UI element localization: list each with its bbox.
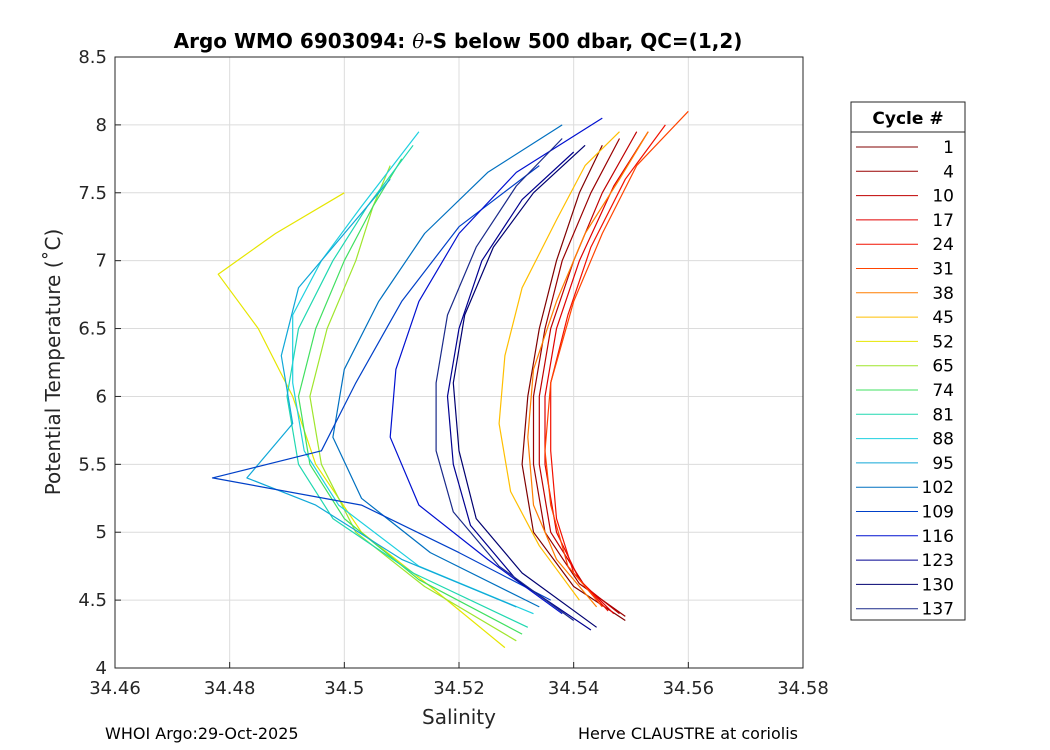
series-line-cycle-95: [246, 178, 517, 608]
y-tick-label: 7.5: [78, 183, 107, 204]
y-tick-label: 5.5: [78, 454, 107, 475]
legend: Cycle # 1 4 10 17 24 31 38 45 52 65 74 81 88 95 102 109…: [850, 101, 966, 621]
x-tick-label: 34.5: [324, 678, 364, 699]
legend-label-cycle-17: 17: [932, 211, 954, 231]
y-axis-label: Potential Temperature (˚C): [41, 229, 65, 496]
legend-items: 1 4 10 17 24 31 38 45 52 65 74 81 88 95 102 109 116 123 13…: [856, 138, 954, 620]
legend-label-cycle-130: 130: [922, 575, 954, 595]
series-layer: [211, 110, 689, 649]
legend-label-cycle-38: 38: [932, 284, 954, 304]
legend-label-cycle-123: 123: [922, 551, 954, 571]
legend-label-cycle-95: 95: [932, 454, 954, 474]
y-tick-label: 5: [96, 522, 107, 543]
legend-label-cycle-1: 1: [943, 138, 954, 158]
x-tick-label: 34.54: [548, 678, 600, 699]
legend-label-cycle-88: 88: [932, 430, 954, 450]
footer-credit-left: WHOI Argo:29-Oct-2025: [105, 724, 299, 743]
series-line-cycle-102: [332, 124, 563, 608]
chart-title: Argo WMO 6903094: θ-S below 500 dbar, QC…: [174, 29, 743, 53]
x-tick-label: 34.46: [89, 678, 141, 699]
legend-title: Cycle #: [872, 109, 943, 129]
legend-box: [850, 101, 966, 621]
x-axis-label: Salinity: [422, 705, 496, 729]
legend-label-cycle-65: 65: [932, 357, 954, 377]
series-line-cycle-109: [211, 165, 551, 601]
axis-ticks: 34.46 34.48 34.5 34.52 34.54 34.56 34.58 4 4.5 5 5…: [78, 47, 828, 699]
legend-label-cycle-4: 4: [943, 162, 954, 182]
footer-credit-right: Herve CLAUSTRE at coriolis: [578, 724, 798, 743]
series-line-cycle-31: [544, 110, 689, 608]
series-line-cycle-116: [389, 117, 603, 615]
legend-label-cycle-102: 102: [922, 478, 954, 498]
series-line-cycle-45: [498, 131, 620, 601]
legend-label-cycle-24: 24: [932, 235, 954, 255]
x-tick-label: 34.48: [204, 678, 256, 699]
series-line-cycle-81: [286, 144, 529, 628]
series-line-cycle-17: [544, 131, 649, 615]
y-tick-label: 4: [96, 658, 107, 679]
y-tick-label: 6.5: [78, 319, 107, 340]
y-tick-label: 7: [96, 251, 107, 272]
title-prefix: Argo WMO 6903094:: [174, 29, 413, 53]
legend-label-cycle-31: 31: [932, 260, 954, 280]
x-tick-label: 34.56: [663, 678, 715, 699]
series-line-cycle-38: [527, 131, 649, 608]
series-line-cycle-74: [297, 158, 523, 635]
series-line-cycle-130: [452, 144, 597, 628]
x-tick-label: 34.52: [433, 678, 485, 699]
x-tick-label: 34.58: [777, 678, 829, 699]
y-tick-label: 8.5: [78, 47, 107, 68]
series-line-cycle-123: [446, 151, 592, 631]
legend-label-cycle-45: 45: [932, 308, 954, 328]
legend-label-cycle-52: 52: [932, 332, 954, 352]
title-suffix: -S below 500 dbar, QC=(1,2): [424, 29, 742, 53]
series-line-cycle-137: [435, 138, 575, 621]
series-line-cycle-65: [309, 165, 517, 642]
legend-label-cycle-10: 10: [932, 187, 954, 207]
series-line-cycle-1: [521, 145, 626, 622]
legend-label-cycle-116: 116: [922, 527, 954, 547]
legend-label-cycle-109: 109: [922, 503, 954, 523]
legend-label-cycle-81: 81: [932, 405, 954, 425]
y-tick-label: 6: [96, 386, 107, 407]
series-line-cycle-88: [292, 131, 534, 615]
legend-label-cycle-137: 137: [922, 600, 954, 620]
title-theta-symbol: θ: [412, 29, 424, 53]
y-tick-label: 4.5: [78, 590, 107, 611]
y-tick-label: 8: [96, 115, 107, 136]
legend-label-cycle-74: 74: [932, 381, 954, 401]
